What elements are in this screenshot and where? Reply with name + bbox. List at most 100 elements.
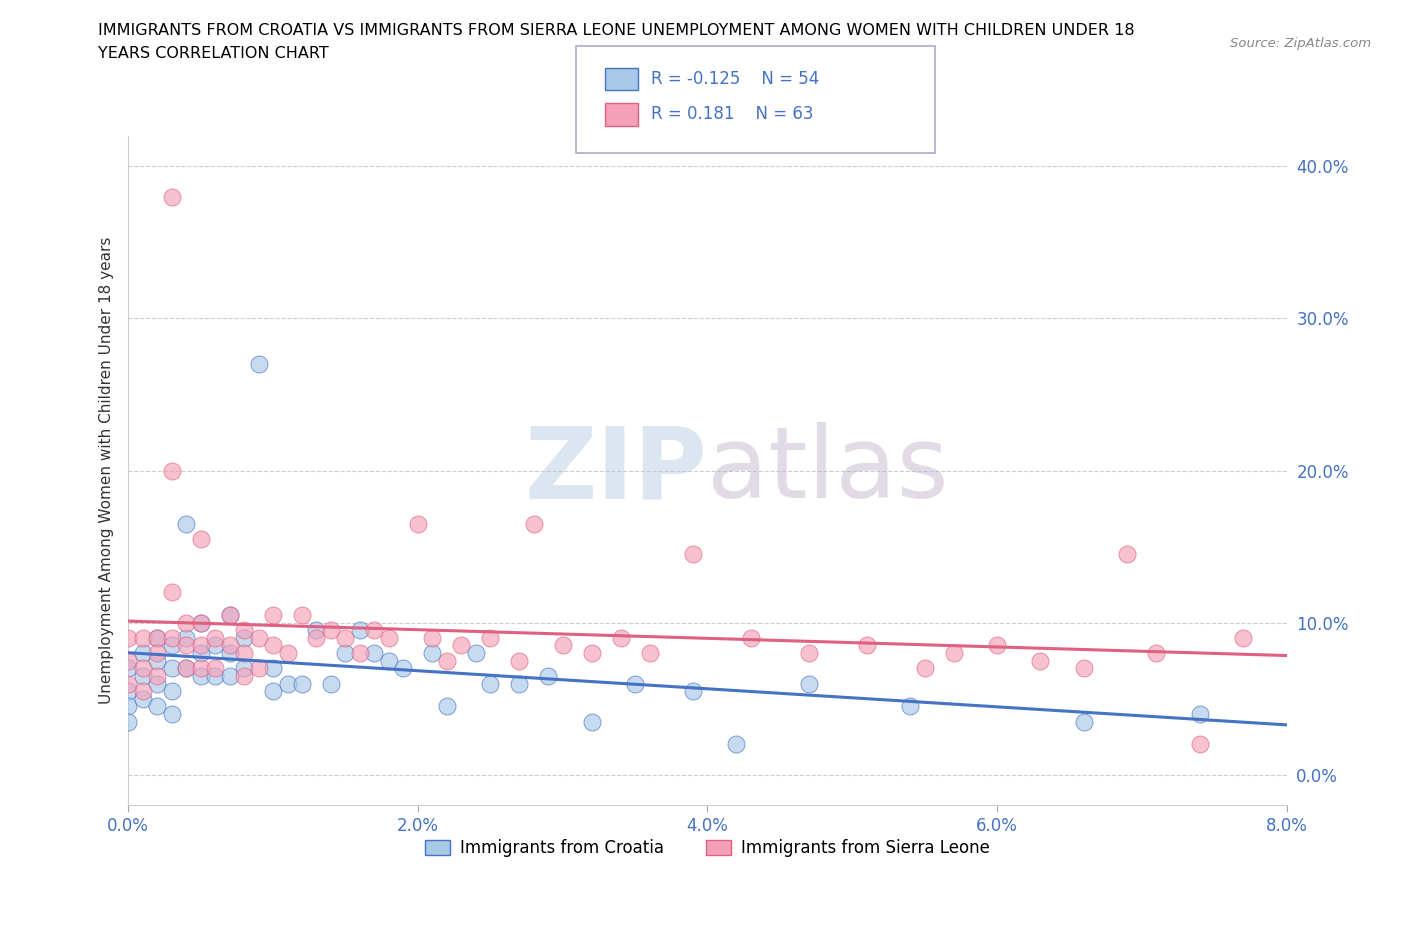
Point (247, 661, 270, 676)
Point (363, 623, 385, 638)
Point (436, 653, 458, 668)
Point (132, 631, 155, 645)
Point (218, 638, 240, 653)
Point (581, 714, 603, 729)
Point (450, 638, 472, 653)
Point (146, 653, 169, 668)
Point (276, 676, 298, 691)
Point (160, 684, 183, 698)
Point (508, 676, 530, 691)
Point (190, 661, 212, 676)
Point (233, 669, 256, 684)
Point (146, 645, 169, 660)
Point (262, 638, 284, 653)
Point (218, 645, 240, 660)
Point (204, 661, 226, 676)
Point (160, 463, 183, 478)
Point (160, 638, 183, 653)
Point (262, 607, 284, 622)
Point (146, 631, 169, 645)
Point (436, 699, 458, 714)
Point (638, 645, 661, 660)
Point (378, 653, 401, 668)
Point (160, 585, 183, 600)
Text: ZIP: ZIP (524, 422, 707, 519)
Point (291, 676, 314, 691)
Point (117, 631, 139, 645)
Point (392, 661, 415, 676)
Point (319, 623, 342, 638)
Text: atlas: atlas (707, 422, 949, 519)
Point (174, 516, 197, 531)
Point (1073, 661, 1095, 676)
Point (609, 631, 631, 645)
Point (174, 638, 197, 653)
Point (117, 699, 139, 714)
Point (914, 661, 936, 676)
Point (797, 645, 820, 660)
Point (233, 645, 256, 660)
Point (174, 661, 197, 676)
Point (233, 623, 256, 638)
Point (1188, 707, 1211, 722)
Point (146, 699, 169, 714)
Point (305, 623, 328, 638)
Text: IMMIGRANTS FROM CROATIA VS IMMIGRANTS FROM SIERRA LEONE UNEMPLOYMENT AMONG WOMEN: IMMIGRANTS FROM CROATIA VS IMMIGRANTS FR… (98, 23, 1135, 38)
Point (262, 684, 284, 698)
Point (218, 669, 240, 684)
Point (420, 645, 443, 660)
Point (117, 676, 139, 691)
Point (233, 661, 256, 676)
Point (190, 616, 212, 631)
Point (146, 676, 169, 691)
Point (218, 607, 240, 622)
Point (682, 684, 704, 698)
Point (942, 645, 965, 660)
Point (190, 669, 212, 684)
Point (190, 532, 212, 547)
Point (898, 699, 921, 714)
Point (1232, 631, 1254, 645)
Y-axis label: Unemployment Among Women with Children Under 18 years: Unemployment Among Women with Children U… (100, 237, 114, 704)
Point (1073, 714, 1095, 729)
Point (479, 676, 502, 691)
Point (349, 645, 371, 660)
Text: Source: ZipAtlas.com: Source: ZipAtlas.com (1230, 37, 1371, 50)
Point (682, 547, 704, 562)
Point (1188, 737, 1211, 751)
Point (218, 607, 240, 622)
Point (160, 707, 183, 722)
Point (335, 645, 357, 660)
Point (132, 661, 155, 676)
Point (132, 669, 155, 684)
Point (797, 676, 820, 691)
Point (508, 653, 530, 668)
Point (204, 669, 226, 684)
Point (174, 616, 197, 631)
Text: YEARS CORRELATION CHART: YEARS CORRELATION CHART (98, 46, 329, 61)
Point (335, 631, 357, 645)
Point (986, 638, 1008, 653)
Point (551, 638, 574, 653)
Point (146, 669, 169, 684)
Point (464, 645, 486, 660)
Legend: Immigrants from Croatia, Immigrants from Sierra Leone: Immigrants from Croatia, Immigrants from… (419, 832, 997, 864)
Point (262, 661, 284, 676)
Point (1116, 547, 1139, 562)
Text: R = 0.181    N = 63: R = 0.181 N = 63 (651, 105, 814, 124)
Point (305, 631, 328, 645)
Point (174, 661, 197, 676)
Point (247, 356, 270, 371)
Point (725, 737, 748, 751)
Point (624, 676, 647, 691)
Point (479, 631, 502, 645)
Point (190, 638, 212, 653)
Point (160, 190, 183, 205)
Point (160, 631, 183, 645)
Point (132, 691, 155, 706)
Point (363, 645, 385, 660)
Point (233, 631, 256, 645)
Point (1144, 645, 1167, 660)
Point (204, 638, 226, 653)
Point (132, 684, 155, 698)
